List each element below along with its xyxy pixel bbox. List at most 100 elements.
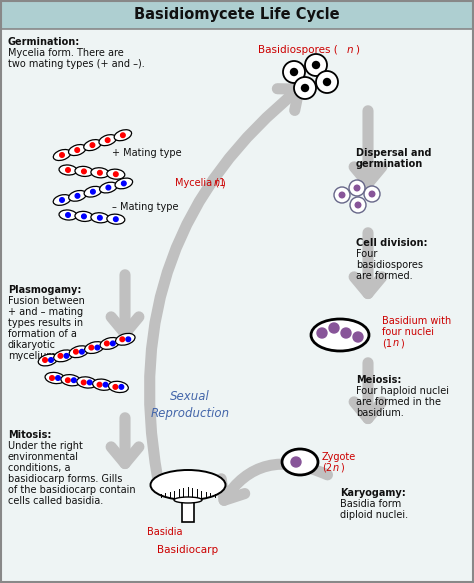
- Ellipse shape: [282, 449, 318, 475]
- Ellipse shape: [54, 350, 73, 362]
- Text: mycelium.: mycelium.: [8, 351, 59, 361]
- Circle shape: [82, 380, 86, 385]
- Circle shape: [82, 169, 86, 174]
- Text: diploid nuclei.: diploid nuclei.: [340, 510, 408, 520]
- Circle shape: [50, 375, 55, 380]
- Text: Mycelia form. There are: Mycelia form. There are: [8, 48, 124, 58]
- Ellipse shape: [69, 191, 86, 201]
- Circle shape: [56, 375, 60, 380]
- Ellipse shape: [53, 149, 71, 160]
- Text: environmental: environmental: [8, 452, 79, 462]
- Text: Basidium with: Basidium with: [382, 316, 451, 326]
- Circle shape: [317, 328, 327, 338]
- Circle shape: [316, 71, 338, 93]
- Circle shape: [369, 191, 375, 197]
- Text: formation of a: formation of a: [8, 329, 77, 339]
- Circle shape: [60, 153, 64, 157]
- Ellipse shape: [109, 381, 128, 392]
- Circle shape: [64, 353, 69, 358]
- Circle shape: [353, 332, 363, 342]
- Circle shape: [113, 217, 118, 222]
- Ellipse shape: [107, 214, 125, 224]
- Circle shape: [119, 385, 124, 389]
- Ellipse shape: [61, 375, 81, 386]
- Text: basidiospores: basidiospores: [356, 260, 423, 270]
- Circle shape: [312, 61, 319, 68]
- Ellipse shape: [77, 377, 97, 388]
- Circle shape: [95, 345, 100, 350]
- Text: types results in: types results in: [8, 318, 83, 328]
- Text: Plasmogamy:: Plasmogamy:: [8, 285, 82, 295]
- Ellipse shape: [84, 187, 102, 197]
- Text: n: n: [214, 178, 220, 188]
- Circle shape: [113, 385, 118, 389]
- Circle shape: [98, 216, 102, 220]
- Circle shape: [126, 337, 130, 342]
- Text: Karyogamy:: Karyogamy:: [340, 488, 406, 498]
- Text: ): ): [355, 45, 359, 55]
- Text: Dispersal and: Dispersal and: [356, 148, 431, 158]
- Text: Basidiospores (: Basidiospores (: [258, 45, 338, 55]
- Circle shape: [105, 138, 110, 142]
- Circle shape: [87, 380, 92, 385]
- Circle shape: [58, 353, 63, 358]
- Circle shape: [103, 382, 108, 387]
- FancyArrowPatch shape: [221, 464, 328, 500]
- Text: germination: germination: [356, 159, 423, 169]
- Circle shape: [98, 170, 102, 175]
- Circle shape: [329, 323, 339, 333]
- Ellipse shape: [116, 333, 135, 345]
- Text: Basidia: Basidia: [147, 527, 183, 537]
- Text: Zygote: Zygote: [322, 452, 356, 462]
- Circle shape: [73, 349, 78, 354]
- Text: Fusion between: Fusion between: [8, 296, 85, 306]
- Text: basidium.: basidium.: [356, 408, 404, 418]
- Ellipse shape: [45, 373, 65, 384]
- Circle shape: [341, 328, 351, 338]
- Circle shape: [66, 168, 70, 173]
- Ellipse shape: [59, 165, 77, 175]
- Text: are formed.: are formed.: [356, 271, 413, 281]
- Text: (2: (2: [322, 463, 332, 473]
- Ellipse shape: [91, 168, 109, 178]
- Text: + and – mating: + and – mating: [8, 307, 83, 317]
- Ellipse shape: [84, 139, 101, 150]
- Ellipse shape: [174, 497, 202, 503]
- Circle shape: [82, 214, 86, 219]
- Circle shape: [89, 345, 94, 350]
- FancyArrowPatch shape: [354, 233, 382, 293]
- Text: Four haploid nuclei: Four haploid nuclei: [356, 386, 449, 396]
- Circle shape: [90, 143, 95, 147]
- Circle shape: [110, 341, 115, 346]
- Circle shape: [91, 189, 95, 194]
- Circle shape: [113, 172, 118, 177]
- Text: Basidiocarp: Basidiocarp: [157, 545, 219, 555]
- Ellipse shape: [107, 169, 125, 179]
- Text: (1: (1: [382, 338, 392, 348]
- Bar: [182, 500, 194, 522]
- Circle shape: [105, 341, 109, 346]
- Text: basidiocarp forms. Gills: basidiocarp forms. Gills: [8, 474, 122, 484]
- Circle shape: [291, 68, 298, 76]
- Text: Mitosis:: Mitosis:: [8, 430, 51, 440]
- Ellipse shape: [75, 212, 93, 222]
- Text: conditions, a: conditions, a: [8, 463, 71, 473]
- Text: Meiosis:: Meiosis:: [356, 375, 401, 385]
- Text: Under the right: Under the right: [8, 441, 83, 451]
- FancyArrowPatch shape: [111, 418, 139, 463]
- Circle shape: [354, 185, 360, 191]
- Text: cells called basidia.: cells called basidia.: [8, 496, 103, 506]
- Text: two mating types (+ and –).: two mating types (+ and –).: [8, 59, 145, 69]
- Ellipse shape: [59, 210, 77, 220]
- Circle shape: [364, 186, 380, 202]
- Text: Mycelia (1: Mycelia (1: [175, 178, 225, 188]
- Text: – Mating type: – Mating type: [112, 202, 179, 212]
- Circle shape: [334, 187, 350, 203]
- Text: n: n: [333, 463, 339, 473]
- Ellipse shape: [151, 470, 226, 500]
- Text: + Mating type: + Mating type: [112, 148, 182, 158]
- Ellipse shape: [92, 379, 112, 390]
- Circle shape: [305, 54, 327, 76]
- Bar: [1, 1, 473, 29]
- Text: ): ): [221, 178, 225, 188]
